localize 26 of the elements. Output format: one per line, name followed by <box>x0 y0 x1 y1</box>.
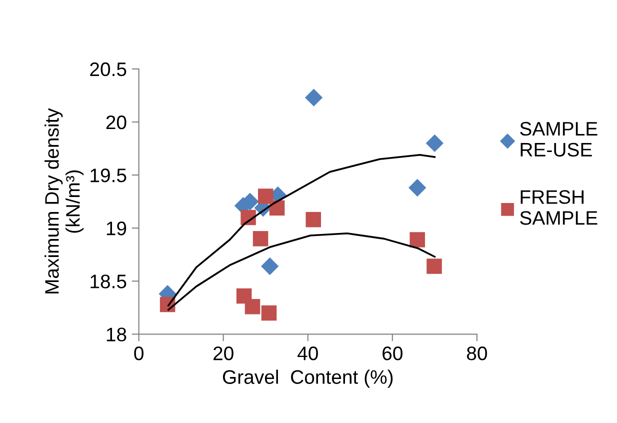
x-tick-label: 60 <box>382 346 402 360</box>
point <box>408 178 426 197</box>
x-tick-label: 20 <box>214 346 234 360</box>
y-tick-label: 19 <box>106 222 126 236</box>
y-tick-label: 18.5 <box>90 274 126 288</box>
point <box>306 212 322 228</box>
point <box>426 258 442 274</box>
y-tick-label: 20.5 <box>90 62 126 76</box>
point <box>244 298 260 314</box>
point <box>252 231 268 246</box>
y-tick-label: 18 <box>106 328 126 342</box>
x-axis-title: Gravel Content (%) <box>222 370 393 388</box>
legend-label: SAMPLE RE-USE <box>520 122 598 157</box>
point <box>258 188 274 204</box>
y-tick-label: 19.5 <box>90 168 126 182</box>
x-tick-label: 80 <box>466 346 487 360</box>
point <box>261 305 277 321</box>
point <box>304 88 323 106</box>
y-axis-title: Maximum Dry density (kN/m³) <box>44 108 84 294</box>
y-tick-label: 20 <box>106 115 126 130</box>
point <box>261 257 279 276</box>
point <box>426 134 444 152</box>
x-tick-label: 40 <box>298 346 318 360</box>
legend-label: FRESH SAMPLE <box>520 190 598 225</box>
x-tick-label: 0 <box>134 346 144 360</box>
point <box>410 232 425 248</box>
